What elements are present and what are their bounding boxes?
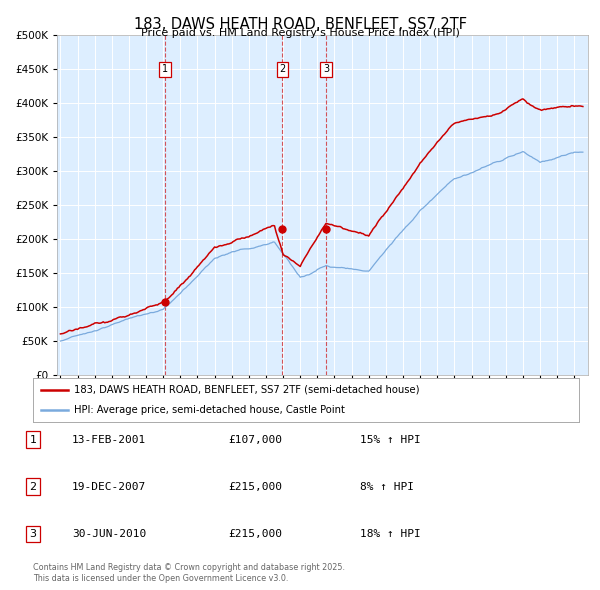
Text: 8% ↑ HPI: 8% ↑ HPI — [360, 482, 414, 491]
Text: 15% ↑ HPI: 15% ↑ HPI — [360, 435, 421, 444]
Text: 2: 2 — [29, 482, 37, 491]
Text: 3: 3 — [29, 529, 37, 539]
Text: 18% ↑ HPI: 18% ↑ HPI — [360, 529, 421, 539]
Text: 1: 1 — [162, 64, 169, 74]
Text: 13-FEB-2001: 13-FEB-2001 — [72, 435, 146, 444]
Text: £107,000: £107,000 — [228, 435, 282, 444]
Text: 1: 1 — [29, 435, 37, 444]
Text: Price paid vs. HM Land Registry's House Price Index (HPI): Price paid vs. HM Land Registry's House … — [140, 28, 460, 38]
Text: 3: 3 — [323, 64, 329, 74]
Text: HPI: Average price, semi-detached house, Castle Point: HPI: Average price, semi-detached house,… — [74, 405, 345, 415]
Text: 183, DAWS HEATH ROAD, BENFLEET, SS7 2TF: 183, DAWS HEATH ROAD, BENFLEET, SS7 2TF — [133, 17, 467, 31]
Text: 30-JUN-2010: 30-JUN-2010 — [72, 529, 146, 539]
Text: £215,000: £215,000 — [228, 482, 282, 491]
Text: 183, DAWS HEATH ROAD, BENFLEET, SS7 2TF (semi-detached house): 183, DAWS HEATH ROAD, BENFLEET, SS7 2TF … — [74, 385, 419, 395]
Text: £215,000: £215,000 — [228, 529, 282, 539]
Text: 19-DEC-2007: 19-DEC-2007 — [72, 482, 146, 491]
Text: Contains HM Land Registry data © Crown copyright and database right 2025.
This d: Contains HM Land Registry data © Crown c… — [33, 563, 345, 583]
Text: 2: 2 — [279, 64, 286, 74]
